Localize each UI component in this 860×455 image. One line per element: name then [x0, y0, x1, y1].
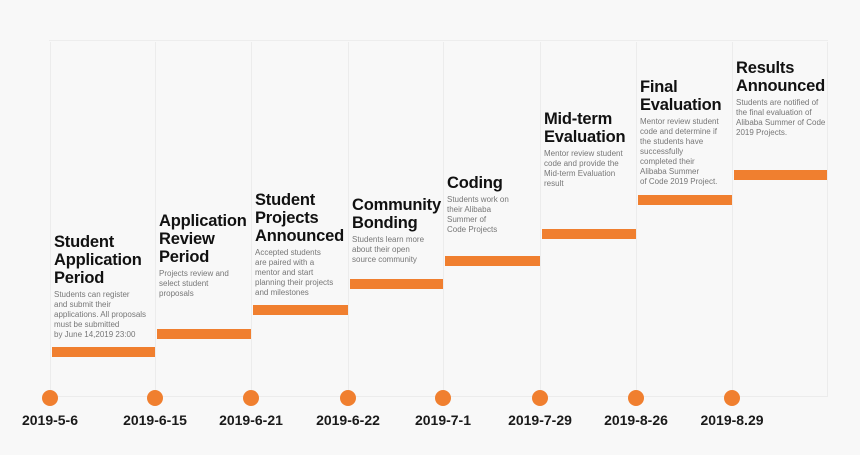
milestone-dot: [340, 390, 356, 406]
phase-title: Coding: [447, 174, 503, 192]
phase-description: Mentor review student code and provide t…: [544, 149, 623, 188]
gridline: [827, 42, 828, 397]
phase-title: Student Projects Announced: [255, 191, 344, 245]
phase-title: Final Evaluation: [640, 78, 722, 114]
phase-bar: [350, 279, 443, 289]
phase-description: Students work on their Alibaba Summer of…: [447, 195, 509, 234]
gridline: [348, 42, 349, 397]
phase-bar: [445, 256, 540, 266]
phase-block: Mid-term Evaluation Mentor review student…: [544, 110, 640, 189]
gridline: [155, 42, 156, 397]
phase-block: Results Announced Students are notified o…: [736, 59, 832, 138]
phase-block: Student Projects Announced Accepted stude…: [255, 191, 355, 298]
phase-description: Students are notified of the final evalu…: [736, 98, 826, 137]
phase-description: Projects review and select student propo…: [159, 269, 229, 298]
phase-title: Student Application Period: [54, 233, 142, 287]
milestone-dot: [628, 390, 644, 406]
phase-description: Accepted students are paired with a ment…: [255, 248, 334, 297]
gridline: [732, 42, 733, 397]
phase-bar: [542, 229, 636, 239]
phase-bar: [638, 195, 732, 205]
phase-bar: [253, 305, 348, 315]
phase-title: Mid-term Evaluation: [544, 110, 626, 146]
phase-title: Community Bonding: [352, 196, 441, 232]
milestone-dot: [435, 390, 451, 406]
phase-title: Application Review Period: [159, 212, 247, 266]
phase-description: Students can register and submit their a…: [54, 290, 147, 339]
gridline: [540, 42, 541, 397]
milestone-dot: [724, 390, 740, 406]
milestone-date: 2019-5-6: [21, 412, 79, 428]
phase-title: Results Announced: [736, 59, 825, 95]
phase-block: Final Evaluation Mentor review student co…: [640, 78, 736, 187]
milestone-date: 2019-6-21: [219, 412, 283, 428]
milestone-dot: [532, 390, 548, 406]
milestone-date: 2019-7-29: [508, 412, 572, 428]
phase-block: Community Bonding Students learn more abo…: [352, 196, 452, 265]
milestone-date: 2019-6-22: [316, 412, 380, 428]
gridline: [50, 42, 51, 397]
milestone-date: 2019-8-26: [604, 412, 668, 428]
milestone-date: 2019-7-1: [414, 412, 472, 428]
phase-block: Application Review Period Projects review…: [159, 212, 259, 299]
phase-block: Student Application Period Students can r…: [54, 233, 159, 340]
milestone-dot: [42, 390, 58, 406]
phase-description: Mentor review student code and determine…: [640, 117, 719, 186]
gridline: [636, 42, 637, 397]
milestone-dot: [147, 390, 163, 406]
phase-block: Coding Students work on their Alibaba Sum…: [447, 174, 543, 235]
phase-description: Students learn more about their open sou…: [352, 235, 425, 264]
gridline: [443, 42, 444, 397]
frame-top-line: [49, 40, 828, 41]
gridline: [251, 42, 252, 397]
milestone-date: 2019-8.29: [700, 412, 764, 428]
phase-bar: [52, 347, 155, 357]
milestone-date: 2019-6-15: [123, 412, 187, 428]
phase-bar: [157, 329, 251, 339]
phase-bar: [734, 170, 827, 180]
milestone-dot: [243, 390, 259, 406]
